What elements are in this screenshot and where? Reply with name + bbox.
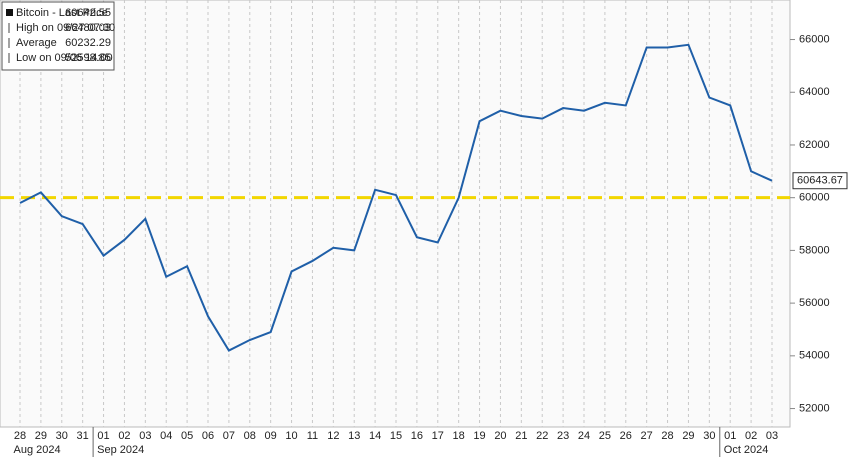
x-tick-label: 29 bbox=[35, 430, 47, 442]
legend-value: 60232.29 bbox=[65, 37, 111, 49]
x-tick-label: 30 bbox=[56, 430, 68, 442]
x-tick-label: 02 bbox=[118, 430, 130, 442]
month-label: Oct 2024 bbox=[724, 444, 769, 456]
price-line bbox=[19, 43, 773, 352]
x-tick-label: 04 bbox=[160, 430, 172, 442]
x-tick-label: 12 bbox=[327, 430, 339, 442]
x-tick-label: 01 bbox=[97, 430, 109, 442]
legend-icon bbox=[6, 9, 13, 16]
x-tick-label: 21 bbox=[515, 430, 527, 442]
legend-label: Low on 09/06 14:00 bbox=[16, 52, 113, 64]
x-tick-label: 17 bbox=[432, 430, 444, 442]
x-tick-label: 01 bbox=[724, 430, 736, 442]
x-tick-label: 09 bbox=[265, 430, 277, 442]
y-tick-label: 66000 bbox=[799, 33, 830, 45]
legend-value: 60642.55 bbox=[65, 7, 111, 19]
x-tick-label: 11 bbox=[307, 430, 318, 442]
y-tick-label: 58000 bbox=[799, 244, 830, 256]
legend-label: High on 09/27 07:30 bbox=[16, 22, 115, 34]
x-tick-label: 02 bbox=[745, 430, 757, 442]
x-tick-label: 28 bbox=[661, 430, 673, 442]
legend-label: Average bbox=[16, 37, 57, 49]
x-tick-label: 03 bbox=[766, 430, 778, 442]
x-tick-label: 30 bbox=[703, 430, 715, 442]
legend-box bbox=[1, 1, 115, 71]
x-tick-label: 05 bbox=[181, 430, 193, 442]
x-tick-label: 18 bbox=[453, 430, 465, 442]
last-price-label: 60643.67 bbox=[797, 175, 843, 187]
y-tick-label: 62000 bbox=[799, 139, 830, 151]
x-tick-label: 25 bbox=[599, 430, 611, 442]
x-tick-label: 24 bbox=[578, 430, 590, 442]
legend-label: Bitcoin - Last Price bbox=[16, 7, 108, 19]
x-tick-label: 26 bbox=[620, 430, 632, 442]
month-label: Sep 2024 bbox=[97, 444, 144, 456]
legend-value: 52598.85 bbox=[65, 52, 111, 64]
legend-value: 66480.03 bbox=[65, 22, 111, 34]
y-tick-label: 52000 bbox=[799, 402, 830, 414]
x-tick-label: 22 bbox=[536, 430, 548, 442]
y-tick-label: 56000 bbox=[799, 297, 830, 309]
x-tick-label: 19 bbox=[473, 430, 485, 442]
last-price-box bbox=[792, 172, 848, 190]
x-tick-label: 27 bbox=[641, 430, 653, 442]
x-tick-label: 14 bbox=[369, 430, 381, 442]
x-tick-label: 31 bbox=[77, 430, 89, 442]
x-tick-label: 15 bbox=[390, 430, 402, 442]
x-tick-label: 29 bbox=[682, 430, 694, 442]
x-tick-label: 07 bbox=[223, 430, 235, 442]
x-tick-label: 16 bbox=[411, 430, 423, 442]
x-tick-label: 06 bbox=[202, 430, 214, 442]
x-tick-label: 20 bbox=[494, 430, 506, 442]
y-tick-label: 54000 bbox=[799, 350, 830, 362]
x-tick-label: 23 bbox=[557, 430, 569, 442]
x-tick-label: 03 bbox=[139, 430, 151, 442]
x-tick-label: 28 bbox=[14, 430, 26, 442]
x-tick-label: 10 bbox=[285, 430, 297, 442]
x-tick-label: 13 bbox=[348, 430, 360, 442]
plot-area bbox=[0, 0, 791, 428]
y-tick-label: 64000 bbox=[799, 86, 830, 98]
x-tick-label: 08 bbox=[244, 430, 256, 442]
y-tick-label: 60000 bbox=[799, 192, 830, 204]
month-label: Aug 2024 bbox=[14, 444, 61, 456]
